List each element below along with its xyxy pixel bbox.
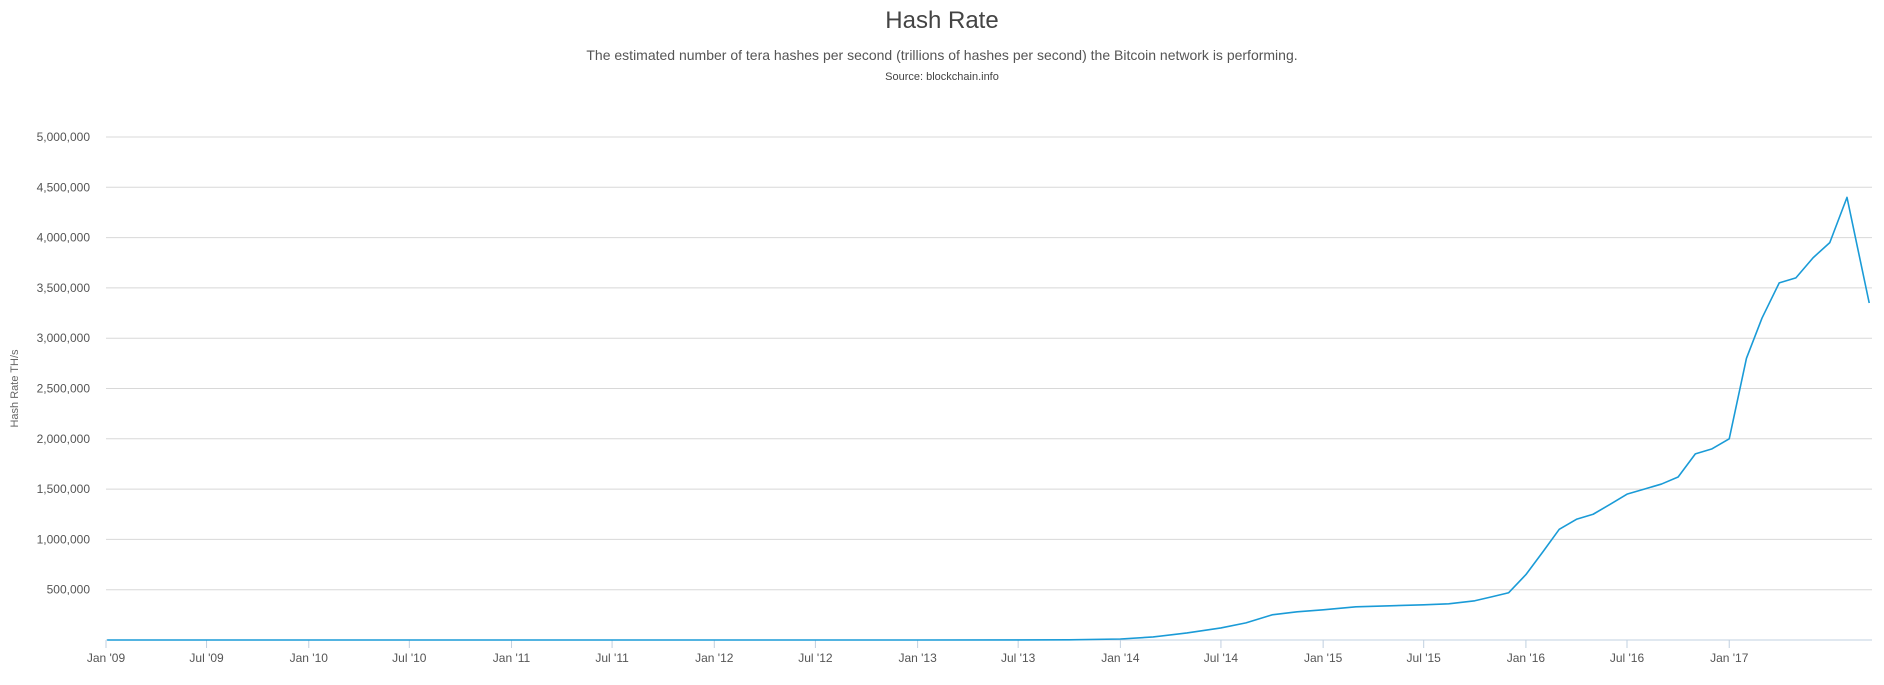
series-line-hash-rate — [107, 196, 1871, 641]
chart-title: Hash Rate — [885, 7, 999, 34]
y-tick-label: 3,500,000 — [37, 281, 91, 295]
x-tick-label: Jan '17 — [1710, 651, 1749, 665]
x-tick-label: Jan '14 — [1101, 651, 1140, 665]
y-tick-label: 500,000 — [47, 583, 91, 597]
x-tick-label: Jul '09 — [189, 651, 224, 665]
y-tick-label: 2,500,000 — [37, 382, 91, 396]
x-axis-ticks: Jan '09 Jul '09 Jan '10 Jul '10 Jan '11 Jul '… — [87, 640, 1749, 665]
x-tick-label: Jan '09 — [87, 651, 126, 665]
y-axis-title: Hash Rate TH/s — [9, 349, 21, 428]
grid-layer — [106, 136, 1872, 591]
y-tick-label: 1,000,000 — [37, 532, 91, 546]
x-tick-label: Jan '16 — [1507, 651, 1546, 665]
x-tick-label: Jul '12 — [798, 651, 833, 665]
y-tick-label: 5,000,000 — [37, 130, 91, 144]
y-tick-label: 4,500,000 — [37, 180, 91, 194]
chart-source: Source: blockchain.info — [885, 71, 999, 83]
chart-subtitle: The estimated number of tera hashes per … — [586, 47, 1298, 63]
y-axis-ticks: 500,000 1,000,000 1,500,000 2,000,000 2,500,… — [37, 130, 91, 597]
x-tick-label: Jul '16 — [1610, 651, 1645, 665]
y-tick-label: 2,000,000 — [37, 432, 91, 446]
y-tick-label: 4,000,000 — [37, 231, 91, 245]
x-tick-label: Jan '10 — [290, 651, 329, 665]
y-tick-label: 1,500,000 — [37, 482, 91, 496]
x-tick-label: Jul '13 — [1001, 651, 1036, 665]
x-tick-label: Jan '11 — [493, 651, 531, 665]
x-tick-label: Jan '12 — [695, 651, 734, 665]
x-tick-label: Jul '10 — [392, 651, 427, 665]
x-tick-label: Jan '13 — [898, 651, 937, 665]
y-tick-label: 3,000,000 — [37, 331, 91, 345]
x-tick-label: Jul '14 — [1204, 651, 1239, 665]
x-tick-label: Jul '11 — [595, 651, 629, 665]
x-tick-label: Jan '15 — [1304, 651, 1343, 665]
x-tick-label: Jul '15 — [1407, 651, 1442, 665]
